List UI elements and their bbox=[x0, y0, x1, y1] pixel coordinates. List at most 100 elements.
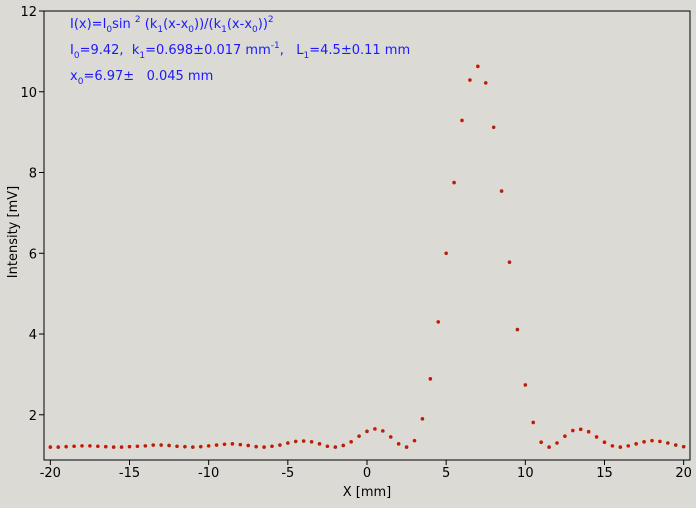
annotation-sub: 0 bbox=[74, 51, 80, 61]
annotation-text: =6.97± 0.045 mm bbox=[83, 69, 213, 84]
data-point bbox=[539, 440, 543, 445]
annotation-sub: 1 bbox=[139, 51, 145, 61]
data-point bbox=[642, 440, 646, 444]
data-point bbox=[650, 438, 654, 443]
data-point bbox=[48, 445, 53, 449]
annotation-line: I(x)=I0sin 2 (k1(x-x0))/(k1(x-x0))2 bbox=[70, 15, 274, 35]
y-tick-label: 4 bbox=[29, 328, 37, 343]
data-point bbox=[293, 439, 298, 444]
data-point bbox=[278, 443, 282, 447]
data-point bbox=[254, 444, 258, 449]
data-point bbox=[206, 444, 211, 448]
data-point bbox=[135, 444, 140, 449]
data-point bbox=[246, 443, 251, 448]
annotation-sub: 1 bbox=[221, 25, 227, 35]
data-point bbox=[681, 444, 686, 449]
data-point bbox=[586, 429, 591, 434]
data-point bbox=[388, 435, 393, 439]
annotation-block: I(x)=I0sin 2 (k1(x-x0))/(k1(x-x0))2 I0=9… bbox=[70, 15, 410, 87]
data-point bbox=[396, 442, 401, 446]
data-point bbox=[594, 435, 599, 439]
data-point bbox=[301, 439, 306, 443]
x-tick-label: -20 bbox=[40, 466, 61, 481]
data-point bbox=[428, 377, 433, 381]
data-point bbox=[72, 444, 76, 449]
annotation-text: x bbox=[70, 69, 78, 84]
data-point bbox=[373, 427, 377, 431]
annotation-sub: 0 bbox=[78, 77, 84, 87]
data-point bbox=[191, 445, 195, 449]
annotation-text: (x-x bbox=[163, 17, 188, 32]
annotation-text: (k bbox=[141, 17, 158, 32]
data-point bbox=[610, 444, 615, 448]
data-point bbox=[578, 427, 583, 432]
annotation-sub: 1 bbox=[304, 51, 310, 61]
x-tick-label: 5 bbox=[442, 466, 450, 481]
annotation-text: ))/(k bbox=[194, 17, 222, 32]
data-point bbox=[341, 443, 346, 448]
data-point bbox=[468, 78, 472, 82]
data-point bbox=[555, 441, 559, 445]
data-point bbox=[626, 444, 631, 448]
x-tick-label: 15 bbox=[596, 466, 613, 481]
data-point bbox=[499, 189, 504, 193]
annotation-text: sin bbox=[112, 17, 135, 32]
data-point bbox=[618, 445, 623, 449]
data-point bbox=[444, 251, 448, 256]
data-point bbox=[64, 444, 68, 449]
data-point bbox=[119, 445, 124, 449]
data-point bbox=[571, 428, 575, 433]
annotation-sub: 0 bbox=[188, 25, 194, 35]
data-point bbox=[349, 440, 353, 444]
data-point bbox=[483, 81, 488, 85]
data-point bbox=[270, 444, 274, 449]
data-point bbox=[357, 434, 361, 438]
annotation-sub: 1 bbox=[157, 25, 163, 35]
y-tick-label: 6 bbox=[29, 247, 37, 262]
y-tick-label: 8 bbox=[29, 167, 37, 182]
x-tick-label: 20 bbox=[675, 466, 692, 481]
y-axis-label: Intensity [mV] bbox=[6, 186, 21, 278]
data-point bbox=[404, 445, 409, 449]
data-point bbox=[420, 417, 425, 421]
annotation-sup: 2 bbox=[135, 15, 141, 25]
annotation-sup: -1 bbox=[271, 41, 280, 51]
x-axis-label: X [mm] bbox=[343, 485, 392, 500]
x-tick-label: -10 bbox=[198, 466, 219, 481]
data-point bbox=[175, 444, 179, 449]
data-point bbox=[96, 444, 100, 449]
annotation-text: =0.698±0.017 mm bbox=[145, 43, 271, 58]
annotation-text: , L bbox=[280, 43, 305, 58]
data-point bbox=[460, 118, 464, 123]
annotation-text: I bbox=[70, 43, 74, 58]
data-point bbox=[214, 443, 219, 447]
data-point bbox=[563, 434, 567, 438]
data-point bbox=[56, 445, 61, 449]
data-point bbox=[436, 320, 441, 324]
annotation-text: (x-x bbox=[227, 17, 252, 32]
data-point bbox=[222, 442, 227, 447]
y-tick-label: 10 bbox=[20, 86, 37, 101]
data-point bbox=[127, 444, 132, 449]
data-point bbox=[491, 125, 496, 130]
data-point bbox=[198, 444, 203, 449]
data-point bbox=[507, 260, 512, 264]
data-point bbox=[634, 442, 638, 446]
annotation-sub: 0 bbox=[106, 25, 112, 35]
data-point bbox=[286, 441, 290, 445]
data-point bbox=[658, 439, 662, 444]
data-point bbox=[666, 441, 670, 445]
data-point bbox=[230, 442, 235, 446]
x-tick-label: -15 bbox=[119, 466, 140, 481]
data-point bbox=[262, 445, 266, 449]
data-point bbox=[476, 64, 480, 69]
data-point bbox=[238, 442, 243, 447]
y-tick-label: 12 bbox=[20, 5, 37, 20]
data-point bbox=[309, 440, 314, 444]
data-point bbox=[333, 445, 338, 449]
data-point bbox=[151, 443, 156, 447]
data-point bbox=[183, 444, 187, 449]
data-point bbox=[602, 440, 607, 445]
data-point bbox=[111, 445, 116, 449]
